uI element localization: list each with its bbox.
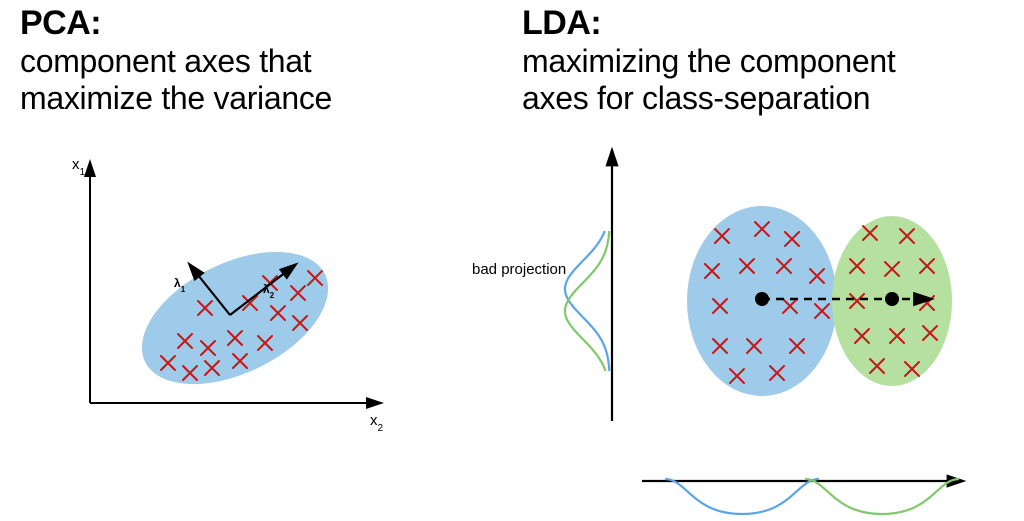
pca-plot: x1x2λ1λ2 [40,143,500,443]
lda-subtitle-2: axes for class-separation [522,80,1022,117]
lda-centroid-green [885,292,899,306]
pca-point-cloud-ellipse [121,224,349,411]
lda-bad-projection-curve-green [565,231,609,371]
lda-subtitle-1: maximizing the component [522,43,1022,80]
pca-panel: PCA: component axes that maximize the va… [20,0,500,443]
pca-subtitle-2: maximize the variance [20,80,500,117]
pca-x2-label: x2 [370,412,384,434]
pca-lambda1-label: λ1 [174,276,186,294]
lda-good-projection-curve-blue [665,479,819,514]
lda-bad-projection-curve-blue [565,231,609,371]
lda-good-projection-curve-green [805,479,959,514]
pca-x1-label: x1 [72,156,86,178]
lda-plot: bad projectiongood projection: separates… [522,121,1022,521]
lda-panel: LDA: maximizing the component axes for c… [522,0,1022,521]
lda-title: LDA: [522,0,1022,43]
lda-centroid-blue [755,292,769,306]
pca-title: PCA: [20,0,500,43]
lda-bad-projection-label-html: bad projection [472,261,566,278]
pca-subtitle-1: component axes that [20,43,500,80]
